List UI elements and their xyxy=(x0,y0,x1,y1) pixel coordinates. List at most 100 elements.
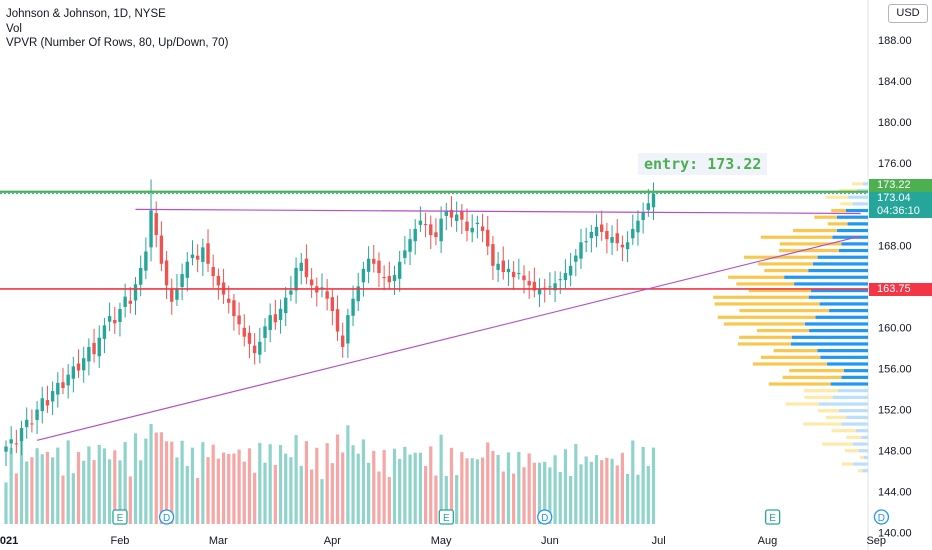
volume-profile-down-row xyxy=(717,315,816,319)
volume-bar xyxy=(118,460,122,524)
volume-bar xyxy=(242,461,246,524)
volume-bar xyxy=(605,457,609,524)
volume-profile-up-row xyxy=(846,415,868,419)
volume-bar xyxy=(237,449,241,524)
volume-bar xyxy=(475,459,479,524)
volume-bar xyxy=(346,425,350,524)
volume-bar xyxy=(284,453,288,524)
volume-bar xyxy=(460,452,464,524)
volume-profile-down-row xyxy=(825,195,849,199)
candle-body xyxy=(299,262,303,271)
countdown-badge: 04:36:10 xyxy=(869,205,932,218)
candle-body xyxy=(392,275,397,282)
volume-bar xyxy=(646,465,650,524)
candle-body xyxy=(449,209,454,218)
dividend-event-icon xyxy=(537,509,553,525)
volume-profile-up-row xyxy=(858,449,868,453)
volume-profile-up-row xyxy=(847,222,868,226)
x-tick-label: Feb xyxy=(110,535,129,547)
candle-body xyxy=(56,382,60,395)
candle-body xyxy=(486,229,490,247)
currency-button[interactable]: USD xyxy=(888,4,928,23)
last-price-badge: 173.04 xyxy=(869,192,932,205)
candle-body xyxy=(439,218,443,242)
volume-profile-up-row xyxy=(784,275,868,279)
candle-body xyxy=(107,316,112,322)
candle-body xyxy=(496,263,500,270)
candle-body xyxy=(397,261,402,279)
volume-bar xyxy=(9,447,13,524)
entry-annotation[interactable]: entry: 173.22 xyxy=(638,153,768,175)
candle-body xyxy=(651,193,656,208)
volume-profile-down-row xyxy=(728,275,785,279)
volume-indicator-label[interactable]: Vol xyxy=(6,23,22,35)
candle-body xyxy=(444,210,448,216)
candle-body xyxy=(278,308,283,320)
volume-profile-up-row xyxy=(829,309,868,313)
candle-body xyxy=(211,266,215,277)
volume-bar xyxy=(392,448,397,524)
candle-body xyxy=(123,296,127,307)
volume-bar xyxy=(315,447,319,524)
candle-body xyxy=(377,260,381,274)
candle-body xyxy=(434,232,438,238)
candle-body xyxy=(568,265,573,276)
volume-bar xyxy=(108,459,112,524)
y-tick-label: 144.00 xyxy=(878,487,912,499)
candle-body xyxy=(190,254,195,259)
dividend-event-label: D xyxy=(878,513,885,524)
candle-body xyxy=(641,212,645,221)
candle-body xyxy=(133,284,138,301)
price-axis-panel xyxy=(868,0,932,550)
volume-bar xyxy=(600,460,604,524)
volume-profile-down-row xyxy=(758,262,813,266)
volume-profile-up-row xyxy=(809,329,868,333)
volume-profile-down-row xyxy=(822,442,853,446)
volume-bar xyxy=(325,443,329,524)
volume-profile-up-row xyxy=(852,202,868,206)
volume-bar xyxy=(491,450,495,524)
volume-bar xyxy=(548,467,552,524)
candle-body xyxy=(263,326,267,338)
volume-profile-down-row xyxy=(739,309,830,313)
volume-profile-down-row xyxy=(831,208,846,213)
volume-bar xyxy=(133,433,138,524)
volume-bar xyxy=(569,475,573,524)
volume-profile-up-row xyxy=(852,442,868,446)
volume-profile-down-row xyxy=(803,422,842,426)
volume-bar xyxy=(367,462,371,524)
volume-bar xyxy=(82,460,86,524)
volume-profile-up-row xyxy=(855,429,868,433)
candle-body xyxy=(615,233,619,244)
volume-bar xyxy=(361,439,366,524)
candle-body xyxy=(87,346,91,362)
volume-bar xyxy=(480,457,485,524)
volume-bar xyxy=(123,442,127,524)
volume-profile-down-row xyxy=(760,355,821,359)
candle-body xyxy=(351,298,355,316)
candle-body xyxy=(164,260,169,286)
earnings-event-label: E xyxy=(769,513,776,524)
volume-profile-up-row xyxy=(808,268,868,273)
volume-profile-up-row xyxy=(819,302,868,306)
volume-bar xyxy=(651,447,656,524)
volume-bar xyxy=(185,465,189,524)
volume-bar xyxy=(527,453,531,524)
candle-body xyxy=(361,268,366,283)
y-tick-label: 188.00 xyxy=(878,35,912,47)
candle-body xyxy=(144,251,148,271)
candle-body xyxy=(532,281,537,291)
candle-body xyxy=(491,244,495,266)
candle-body xyxy=(480,226,485,231)
volume-bar xyxy=(377,471,381,524)
candle-body xyxy=(232,300,236,317)
candle-body xyxy=(66,374,70,386)
volume-profile-down-row xyxy=(764,268,809,273)
volume-profile-down-row xyxy=(752,362,828,366)
vpvr-indicator-label[interactable]: VPVR (Number Of Rows, 80, Up/Down, 70) xyxy=(6,37,229,49)
candle-body xyxy=(304,258,309,278)
volume-bar xyxy=(641,446,645,524)
volume-bar xyxy=(102,448,107,524)
y-tick-label: 180.00 xyxy=(878,117,912,129)
